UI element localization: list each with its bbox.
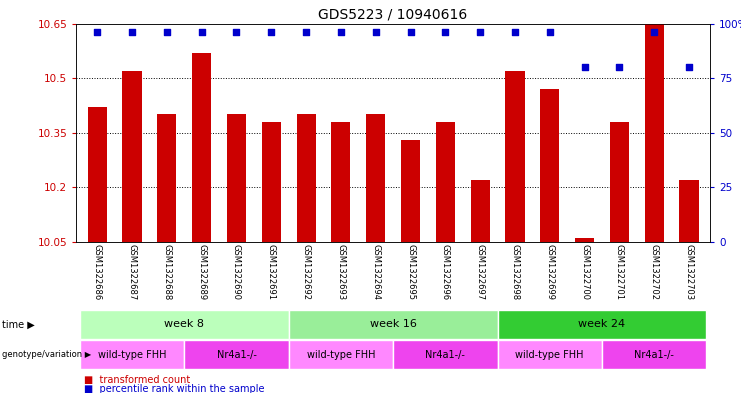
Point (265, 29, 277, 35)
Text: GSM1322702: GSM1322702 (650, 244, 659, 300)
Bar (80, 340, 185, 369)
Point (335, 29, 347, 35)
Bar (185, 340, 289, 369)
Text: time ▶: time ▶ (2, 320, 35, 329)
Text: GSM1322694: GSM1322694 (371, 244, 380, 300)
Bar (192, 53, 211, 242)
Text: wild-type FHH: wild-type FHH (307, 350, 375, 360)
Bar (471, 180, 490, 242)
Bar (393, 340, 497, 369)
Text: GSM1322696: GSM1322696 (441, 244, 450, 300)
Text: Nr4a1-/-: Nr4a1-/- (216, 350, 256, 360)
Text: GSM1322697: GSM1322697 (476, 244, 485, 300)
Bar (602, 340, 706, 369)
Point (509, 29, 521, 35)
Text: GSM1322686: GSM1322686 (93, 244, 102, 300)
Bar (540, 89, 559, 242)
Bar (87, 107, 107, 242)
Text: GSM1322698: GSM1322698 (511, 244, 519, 300)
Bar (289, 310, 497, 339)
Text: week 16: week 16 (370, 320, 416, 329)
Point (196, 29, 207, 35)
Bar (505, 71, 525, 242)
Bar (289, 340, 393, 369)
Text: ■  percentile rank within the sample: ■ percentile rank within the sample (84, 384, 265, 393)
Text: GSM1322693: GSM1322693 (336, 244, 345, 300)
Bar (366, 114, 385, 242)
Bar (575, 238, 594, 242)
Text: GSM1322687: GSM1322687 (127, 244, 136, 300)
Text: GSM1322689: GSM1322689 (197, 244, 206, 300)
Bar (227, 114, 246, 242)
Point (614, 64, 625, 70)
Bar (80, 310, 289, 339)
Text: GSM1322701: GSM1322701 (615, 244, 624, 300)
Point (161, 29, 173, 35)
Text: week 24: week 24 (579, 320, 625, 329)
Bar (436, 122, 455, 242)
Text: ■  transformed count: ■ transformed count (84, 375, 190, 385)
Bar (497, 340, 602, 369)
Bar (262, 122, 281, 242)
Point (370, 29, 382, 35)
Text: GSM1322688: GSM1322688 (162, 244, 171, 300)
Bar (157, 114, 176, 242)
Text: wild-type FHH: wild-type FHH (98, 350, 166, 360)
Title: GDS5223 / 10940616: GDS5223 / 10940616 (319, 7, 468, 21)
Bar (296, 114, 316, 242)
Text: week 8: week 8 (165, 320, 205, 329)
Text: Nr4a1-/-: Nr4a1-/- (634, 350, 674, 360)
Text: GSM1322690: GSM1322690 (232, 244, 241, 300)
Point (439, 29, 451, 35)
Text: GSM1322692: GSM1322692 (302, 244, 310, 300)
Point (126, 29, 138, 35)
Bar (497, 310, 706, 339)
Point (474, 29, 486, 35)
Bar (122, 71, 142, 242)
Text: Nr4a1-/-: Nr4a1-/- (425, 350, 465, 360)
Text: GSM1322695: GSM1322695 (406, 244, 415, 300)
Point (91, 29, 103, 35)
Text: GSM1322700: GSM1322700 (580, 244, 589, 300)
Point (544, 29, 556, 35)
Text: GSM1322699: GSM1322699 (545, 244, 554, 300)
Bar (679, 180, 699, 242)
Point (230, 29, 242, 35)
Bar (610, 122, 629, 242)
Point (683, 64, 695, 70)
Text: genotype/variation ▶: genotype/variation ▶ (2, 350, 91, 359)
Point (405, 29, 416, 35)
Bar (331, 122, 350, 242)
Point (648, 29, 660, 35)
Point (579, 64, 591, 70)
Text: GSM1322703: GSM1322703 (685, 244, 694, 300)
Point (300, 29, 312, 35)
Text: wild-type FHH: wild-type FHH (516, 350, 584, 360)
Text: GSM1322691: GSM1322691 (267, 244, 276, 300)
Bar (401, 140, 420, 242)
Bar (645, 24, 664, 242)
